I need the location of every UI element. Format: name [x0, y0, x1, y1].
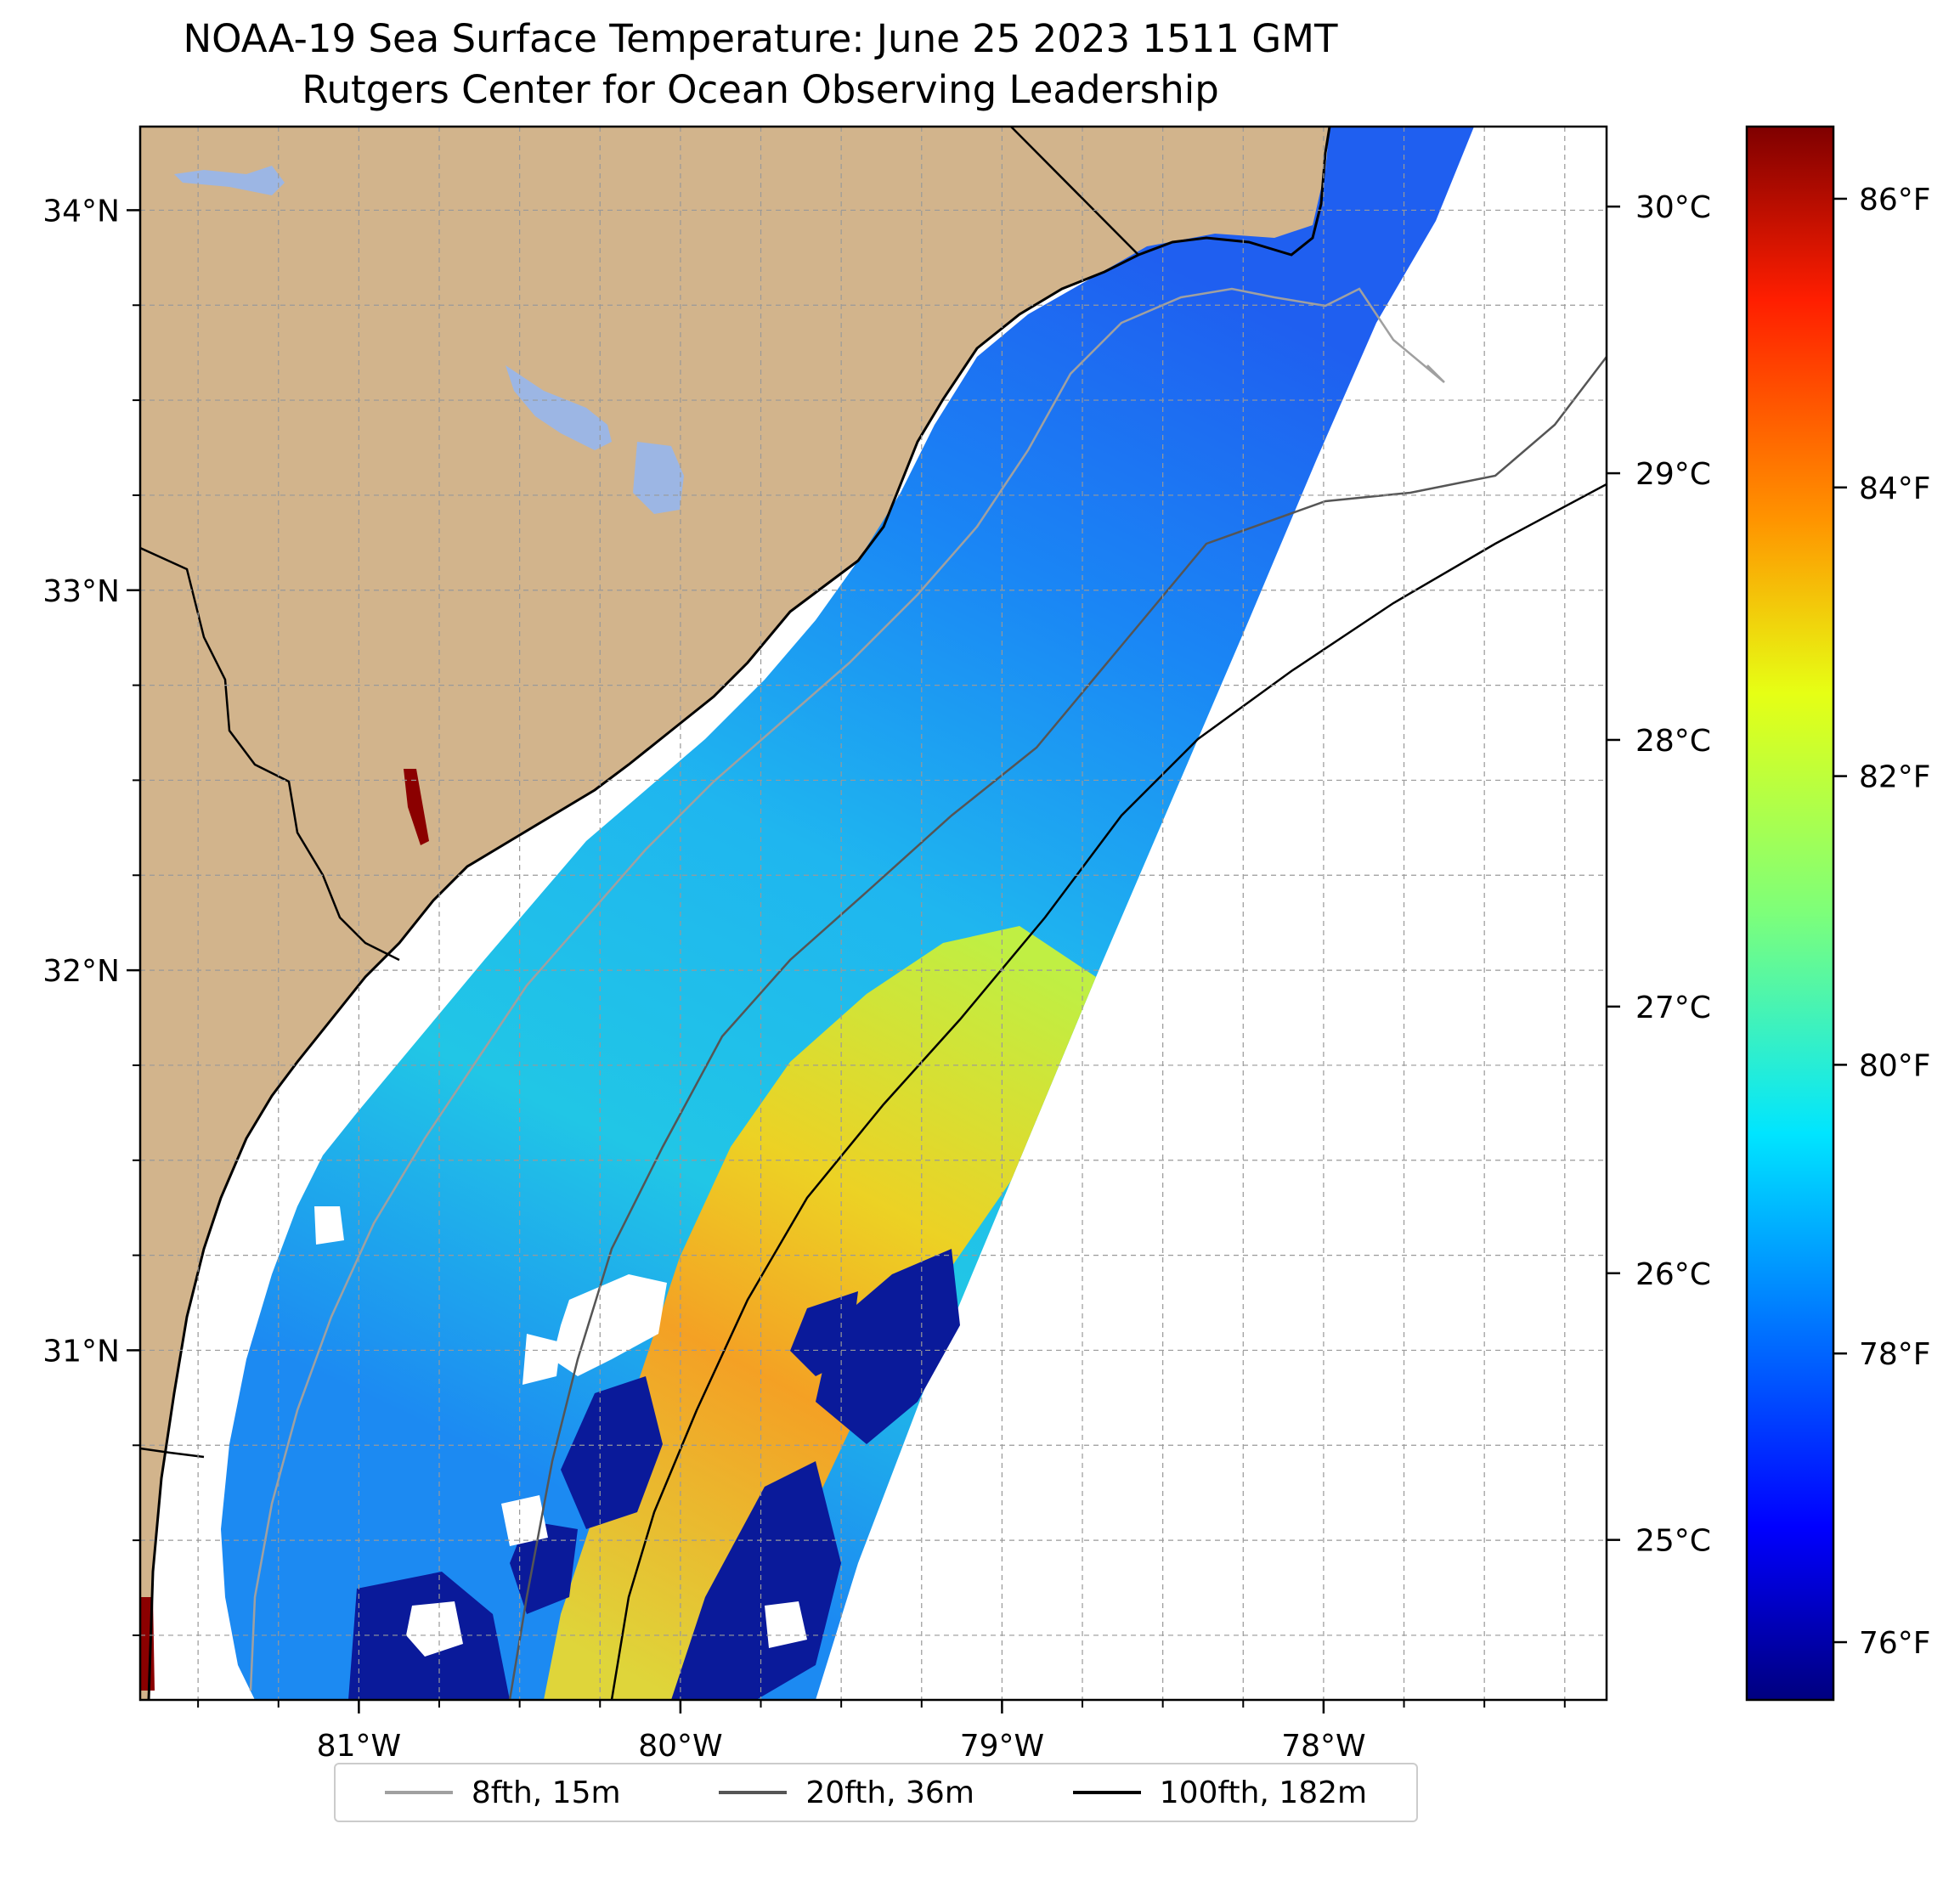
latitude-axis: 31°N 32°N 33°N 34°N	[42, 194, 140, 1636]
isobath-36m	[508, 356, 1607, 1700]
celsius-tick-label: 30°C	[1635, 190, 1711, 225]
legend-item-100fth: 100fth, 182m	[1072, 1775, 1368, 1810]
cloud-gap-4	[406, 1601, 463, 1657]
land-area	[140, 127, 1330, 1700]
hot-inlet-pixels	[404, 769, 429, 845]
lon-tick-label: 80°W	[638, 1729, 722, 1764]
isobath-182m	[610, 483, 1607, 1700]
lat-tick-label: 31°N	[42, 1334, 120, 1369]
fahrenheit-tick-label: 84°F	[1859, 471, 1931, 506]
cloud-gap-6	[253, 1134, 297, 1181]
state-border-ga-fl	[140, 1447, 205, 1459]
coastline	[147, 127, 1331, 1700]
cold-patch-1	[816, 1249, 960, 1444]
cold-patch-3	[561, 1376, 663, 1529]
legend-swatch-20fth	[719, 1791, 788, 1794]
state-border-nc-sc	[1010, 127, 1139, 256]
cold-patch-6	[510, 1521, 578, 1614]
lon-tick-label: 81°W	[317, 1729, 401, 1764]
fahrenheit-axis: 76°F 78°F 80°F 82°F 84°F 86°F	[1833, 183, 1931, 1661]
map-panel	[140, 127, 1607, 1700]
legend-item-8fth: 8fth, 15m	[384, 1775, 621, 1810]
legend-label-8fth: 8fth, 15m	[471, 1775, 621, 1810]
map-subtitle: Rutgers Center for Ocean Observing Leade…	[302, 67, 1219, 112]
legend-item-20fth: 20fth, 36m	[719, 1776, 974, 1810]
map-title: NOAA-19 Sea Surface Temperature: June 25…	[183, 16, 1338, 61]
legend-label-20fth: 20fth, 36m	[805, 1775, 974, 1810]
cloud-gap-3	[501, 1495, 548, 1546]
isobath-legend: 8fth, 15m 20fth, 36m 100fth, 182m	[334, 1763, 1418, 1822]
lat-tick-label: 32°N	[42, 954, 120, 989]
legend-swatch-8fth	[384, 1791, 453, 1794]
celsius-axis: 25°C 26°C 27°C 28°C 29°C 30°C	[1607, 190, 1711, 1559]
fahrenheit-tick-label: 76°F	[1859, 1626, 1931, 1661]
lat-tick-label: 34°N	[42, 194, 120, 229]
celsius-tick-label: 27°C	[1635, 991, 1711, 1025]
cloud-gap-5	[765, 1601, 807, 1648]
state-border-sc-ga	[140, 546, 400, 962]
celsius-tick-label: 28°C	[1635, 724, 1711, 759]
fahrenheit-tick-label: 80°F	[1859, 1048, 1931, 1083]
legend-swatch-100fth	[1072, 1791, 1141, 1794]
fahrenheit-tick-label: 82°F	[1859, 760, 1931, 795]
isobath-15m	[249, 287, 1445, 1691]
lake-moultrie	[633, 442, 684, 514]
celsius-tick-label: 29°C	[1635, 457, 1711, 492]
cloud-gap-7	[314, 1206, 344, 1245]
lon-gridlines	[197, 127, 1566, 1700]
celsius-tick-label: 26°C	[1635, 1257, 1711, 1292]
colorbar	[1745, 125, 1835, 1702]
longitude-axis: 81°W 80°W 79°W 78°W	[197, 1700, 1566, 1764]
lon-tick-label: 79°W	[960, 1729, 1044, 1764]
cloud-gap-2	[522, 1334, 561, 1385]
lat-gridlines	[140, 209, 1607, 1636]
legend-label-100fth: 100fth, 182m	[1159, 1775, 1368, 1810]
sst-swath	[221, 127, 1474, 1700]
map-frame	[138, 125, 1608, 1702]
fahrenheit-tick-label: 78°F	[1859, 1337, 1931, 1372]
lon-tick-label: 78°W	[1281, 1729, 1365, 1764]
celsius-tick-label: 25°C	[1635, 1524, 1711, 1559]
lake-marion	[506, 365, 612, 450]
lake-north	[174, 166, 285, 195]
lat-tick-label: 33°N	[42, 574, 120, 609]
fahrenheit-tick-label: 86°F	[1859, 183, 1931, 217]
